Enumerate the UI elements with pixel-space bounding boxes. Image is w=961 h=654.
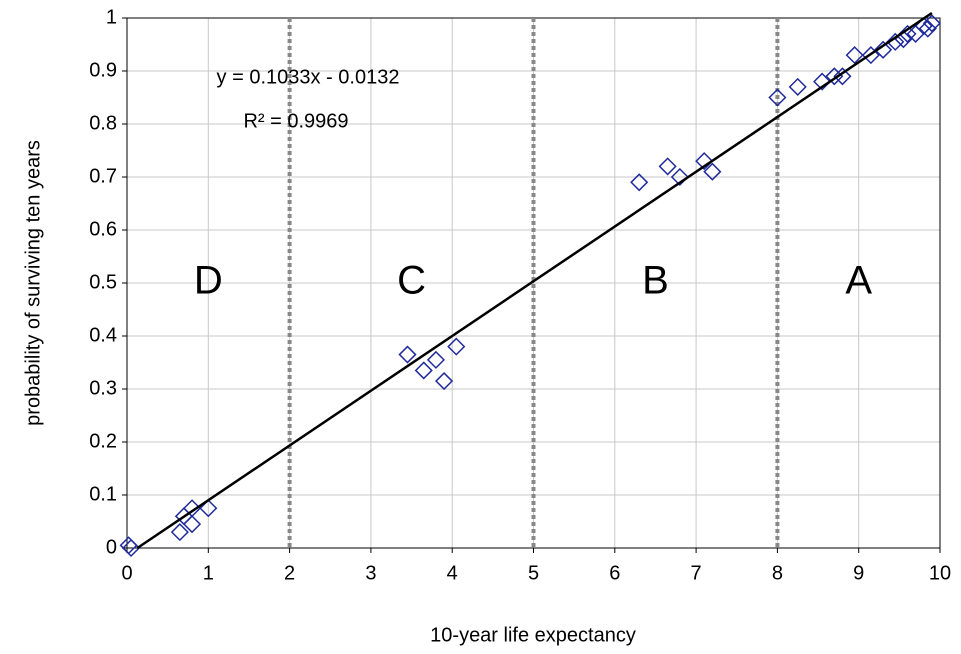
- x-tick-label: 4: [447, 562, 458, 584]
- y-tick-label: 0.9: [89, 59, 117, 81]
- data-point: [426, 350, 446, 369]
- x-tick-label: 2: [284, 562, 295, 584]
- x-tick-label: 5: [528, 562, 539, 584]
- x-tick-label: 8: [772, 562, 783, 584]
- r-squared: R² = 0.9969: [243, 110, 348, 132]
- y-tick-label: 0.6: [89, 218, 117, 240]
- x-tick-label: 10: [929, 562, 951, 584]
- data-point: [922, 14, 941, 33]
- x-tick-label: 6: [609, 562, 620, 584]
- data-point: [788, 77, 807, 96]
- data-point: [122, 538, 141, 558]
- x-axis-label: 10-year life expectancy: [430, 624, 636, 646]
- data-point: [703, 162, 722, 181]
- data-point: [670, 167, 689, 187]
- data-point: [447, 337, 466, 356]
- data-point: [874, 40, 893, 59]
- y-axis-label: probability of surviving ten years: [22, 140, 44, 426]
- x-tick-label: 3: [365, 562, 376, 584]
- data-point: [119, 536, 138, 555]
- y-tick-label: 1: [106, 6, 117, 28]
- data-point: [199, 499, 218, 518]
- y-tick-label: 0.3: [89, 377, 117, 399]
- data-point: [833, 67, 852, 86]
- y-tick-label: 0.2: [89, 430, 117, 452]
- data-point: [170, 523, 189, 542]
- y-tick-label: 0.4: [89, 324, 117, 346]
- trendline-equation: y = 0.1033x - 0.0132: [217, 66, 400, 88]
- region-label: D: [194, 259, 223, 303]
- data-point: [435, 371, 454, 391]
- y-tick-label: 0.8: [89, 112, 117, 134]
- data-point: [886, 32, 905, 51]
- data-point: [813, 72, 832, 91]
- trendline: [136, 11, 933, 550]
- y-tick-label: 0: [106, 536, 117, 558]
- data-point: [918, 19, 937, 38]
- data-point: [630, 173, 649, 192]
- data-point: [398, 345, 417, 364]
- x-tick-label: 0: [121, 562, 132, 584]
- x-tick-label: 1: [203, 562, 214, 584]
- region-label: A: [845, 259, 872, 303]
- y-tick-label: 0.5: [89, 271, 117, 293]
- data-point: [414, 361, 433, 380]
- data-point: [695, 152, 714, 171]
- data-point: [861, 46, 880, 65]
- data-point: [898, 24, 917, 43]
- y-tick-label: 0.1: [89, 483, 117, 505]
- data-point: [768, 88, 787, 107]
- region-label: C: [397, 259, 426, 303]
- x-tick-label: 9: [853, 562, 864, 584]
- region-label: B: [642, 259, 669, 303]
- data-point: [658, 157, 677, 176]
- y-tick-label: 0.7: [89, 165, 117, 187]
- data-point: [845, 46, 864, 65]
- x-tick-label: 7: [691, 562, 702, 584]
- data-point: [182, 515, 202, 534]
